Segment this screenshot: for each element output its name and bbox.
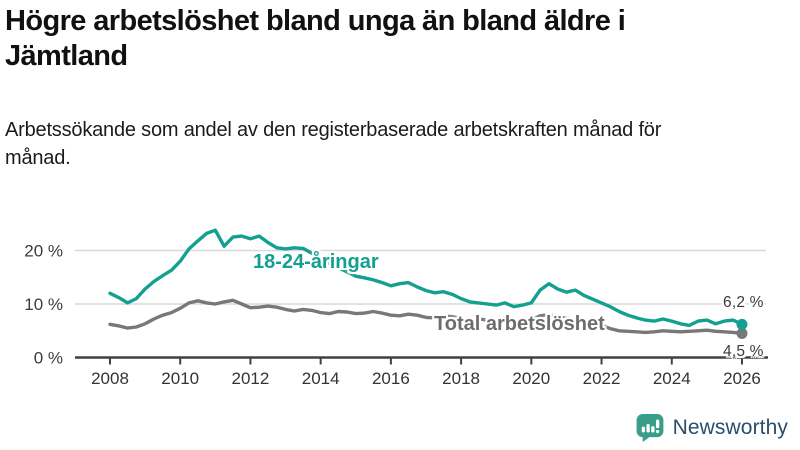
end-value-label-total: 4,5 % <box>723 343 764 360</box>
y-tick-label: 10 % <box>24 295 63 314</box>
x-tick-label: 2022 <box>583 369 621 388</box>
x-tick-label: 2014 <box>302 369 340 388</box>
newsworthy-logo[interactable]: Newsworthy <box>635 414 788 442</box>
newsworthy-logo-text: Newsworthy <box>672 416 788 439</box>
series-label-18-24-aringar: 18-24-åringar <box>253 251 379 273</box>
series-label-total-arbetsloshet: Total arbetslöshet <box>434 313 605 335</box>
end-value-label-young: 6,2 % <box>723 294 764 311</box>
bar-chart-speech-bubble-icon <box>636 414 664 442</box>
series-line-young <box>108 228 744 328</box>
chart-subtitle: Arbetssökande som andel av den registerb… <box>5 119 662 170</box>
x-tick-label: 2018 <box>442 369 480 388</box>
series-line-total <box>108 298 744 336</box>
x-tick-label: 2012 <box>232 369 270 388</box>
x-tick-label: 2026 <box>723 369 761 388</box>
x-tick-label: 2010 <box>161 369 199 388</box>
page-title: Högre arbetslöshet bland unga än bland ä… <box>5 5 626 73</box>
y-tick-label: 20 % <box>24 242 63 261</box>
x-tick-label: 2020 <box>512 369 550 388</box>
end-dot-total <box>736 327 748 339</box>
end-dot-young <box>736 318 748 330</box>
x-tick-label: 2008 <box>91 369 129 388</box>
x-tick-label: 2024 <box>653 369 691 388</box>
x-tick-label: 2016 <box>372 369 410 388</box>
y-tick-label: 0 % <box>34 349 63 368</box>
